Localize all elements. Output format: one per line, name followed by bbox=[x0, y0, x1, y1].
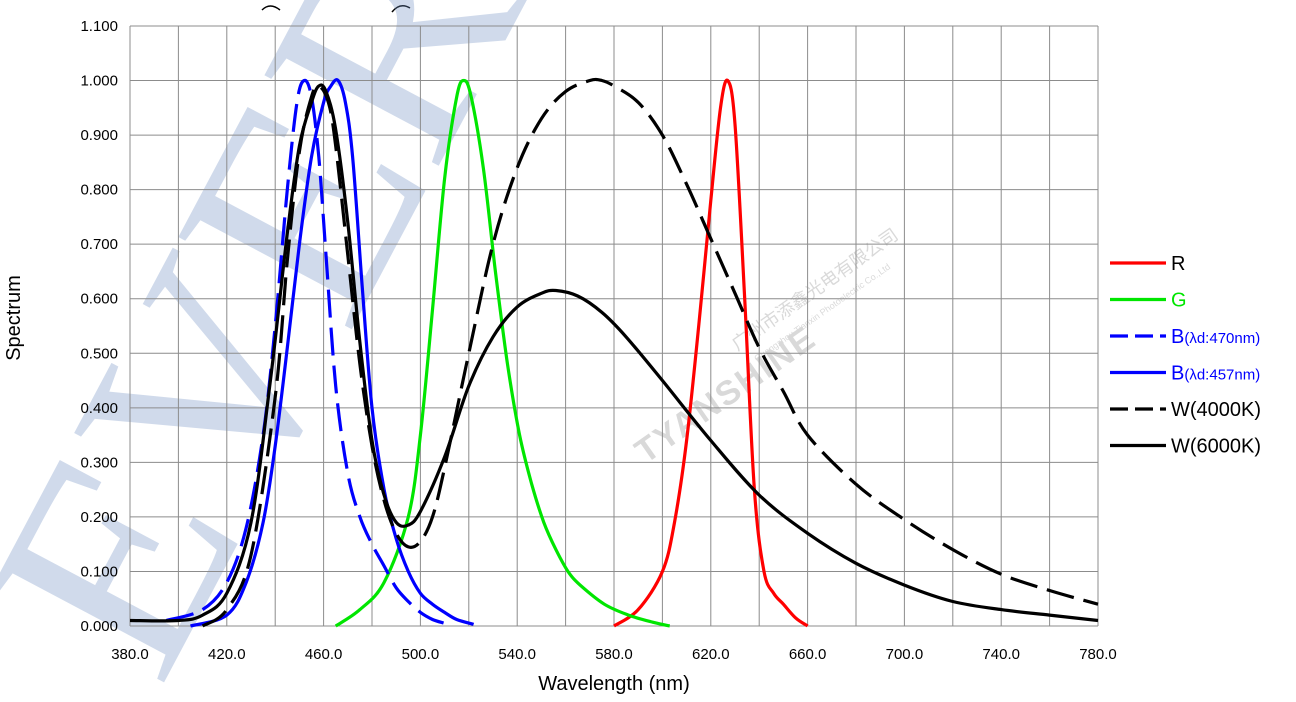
y-axis-label: Spectrum bbox=[3, 275, 25, 361]
x-tick-label: 380.0 bbox=[111, 646, 149, 663]
x-tick-label: 780.0 bbox=[1079, 646, 1117, 663]
x-tick-label: 620.0 bbox=[692, 646, 730, 663]
legend-label-0: R bbox=[1171, 253, 1185, 275]
y-tick-label: 0.100 bbox=[80, 563, 118, 580]
dealer-stamp: TYANSHINE 广州市添鑫光电有限公司 Guangzhou Tianxin … bbox=[628, 225, 901, 471]
series-lines bbox=[129, 77, 1099, 628]
series-line-5 bbox=[129, 83, 1099, 623]
x-tick-label: 540.0 bbox=[498, 646, 536, 663]
y-tick-label: 1.100 bbox=[80, 18, 118, 35]
x-tick-label: 500.0 bbox=[402, 646, 440, 663]
y-tick-label: 0.800 bbox=[80, 182, 118, 199]
y-tick-label: 0.000 bbox=[80, 618, 118, 635]
y-tick-label: 0.400 bbox=[80, 400, 118, 417]
y-tick-label: 0.500 bbox=[80, 345, 118, 362]
series-line-4 bbox=[201, 77, 1099, 628]
legend-label-5: W(6000K) bbox=[1171, 436, 1261, 458]
y-tick-label: 0.600 bbox=[80, 291, 118, 308]
y-tick-label: 0.700 bbox=[80, 236, 118, 253]
clipped-title-remnant bbox=[261, 5, 411, 13]
x-tick-label: 420.0 bbox=[208, 646, 246, 663]
x-tick-label: 700.0 bbox=[886, 646, 924, 663]
y-tick-label: 0.200 bbox=[80, 509, 118, 526]
x-tick-label: 660.0 bbox=[789, 646, 827, 663]
plot-grid bbox=[129, 25, 1099, 627]
x-tick-labels: 380.0 420.0 460.0 500.0 540.0 580.0 620.0 660.0… bbox=[111, 646, 1117, 663]
legend: RG B(λd:470nm) B(λd:457nm) W(4000K) W(6000K) bbox=[1110, 253, 1261, 458]
series-line-3 bbox=[190, 78, 475, 628]
legend-label-2: B(λd:470nm) bbox=[1171, 326, 1260, 348]
series-line-0 bbox=[613, 78, 809, 628]
y-tick-label: 0.900 bbox=[80, 127, 118, 144]
legend-label-3: B(λd:457nm) bbox=[1171, 363, 1260, 385]
y-tick-label: 1.000 bbox=[80, 73, 118, 90]
x-tick-label: 740.0 bbox=[982, 646, 1020, 663]
series-line-1 bbox=[334, 78, 671, 628]
y-tick-labels: 0.000 0.100 0.200 0.300 0.400 0.500 0.600 0.700… bbox=[80, 18, 118, 635]
x-axis-label: Wavelength (nm) bbox=[538, 673, 690, 695]
legend-label-4: W(4000K) bbox=[1171, 399, 1261, 421]
x-tick-label: 580.0 bbox=[595, 646, 633, 663]
x-tick-label: 460.0 bbox=[305, 646, 343, 663]
y-tick-label: 0.300 bbox=[80, 454, 118, 471]
stamp-brand: TYANSHINE bbox=[628, 319, 823, 471]
legend-label-1: G bbox=[1171, 290, 1187, 312]
